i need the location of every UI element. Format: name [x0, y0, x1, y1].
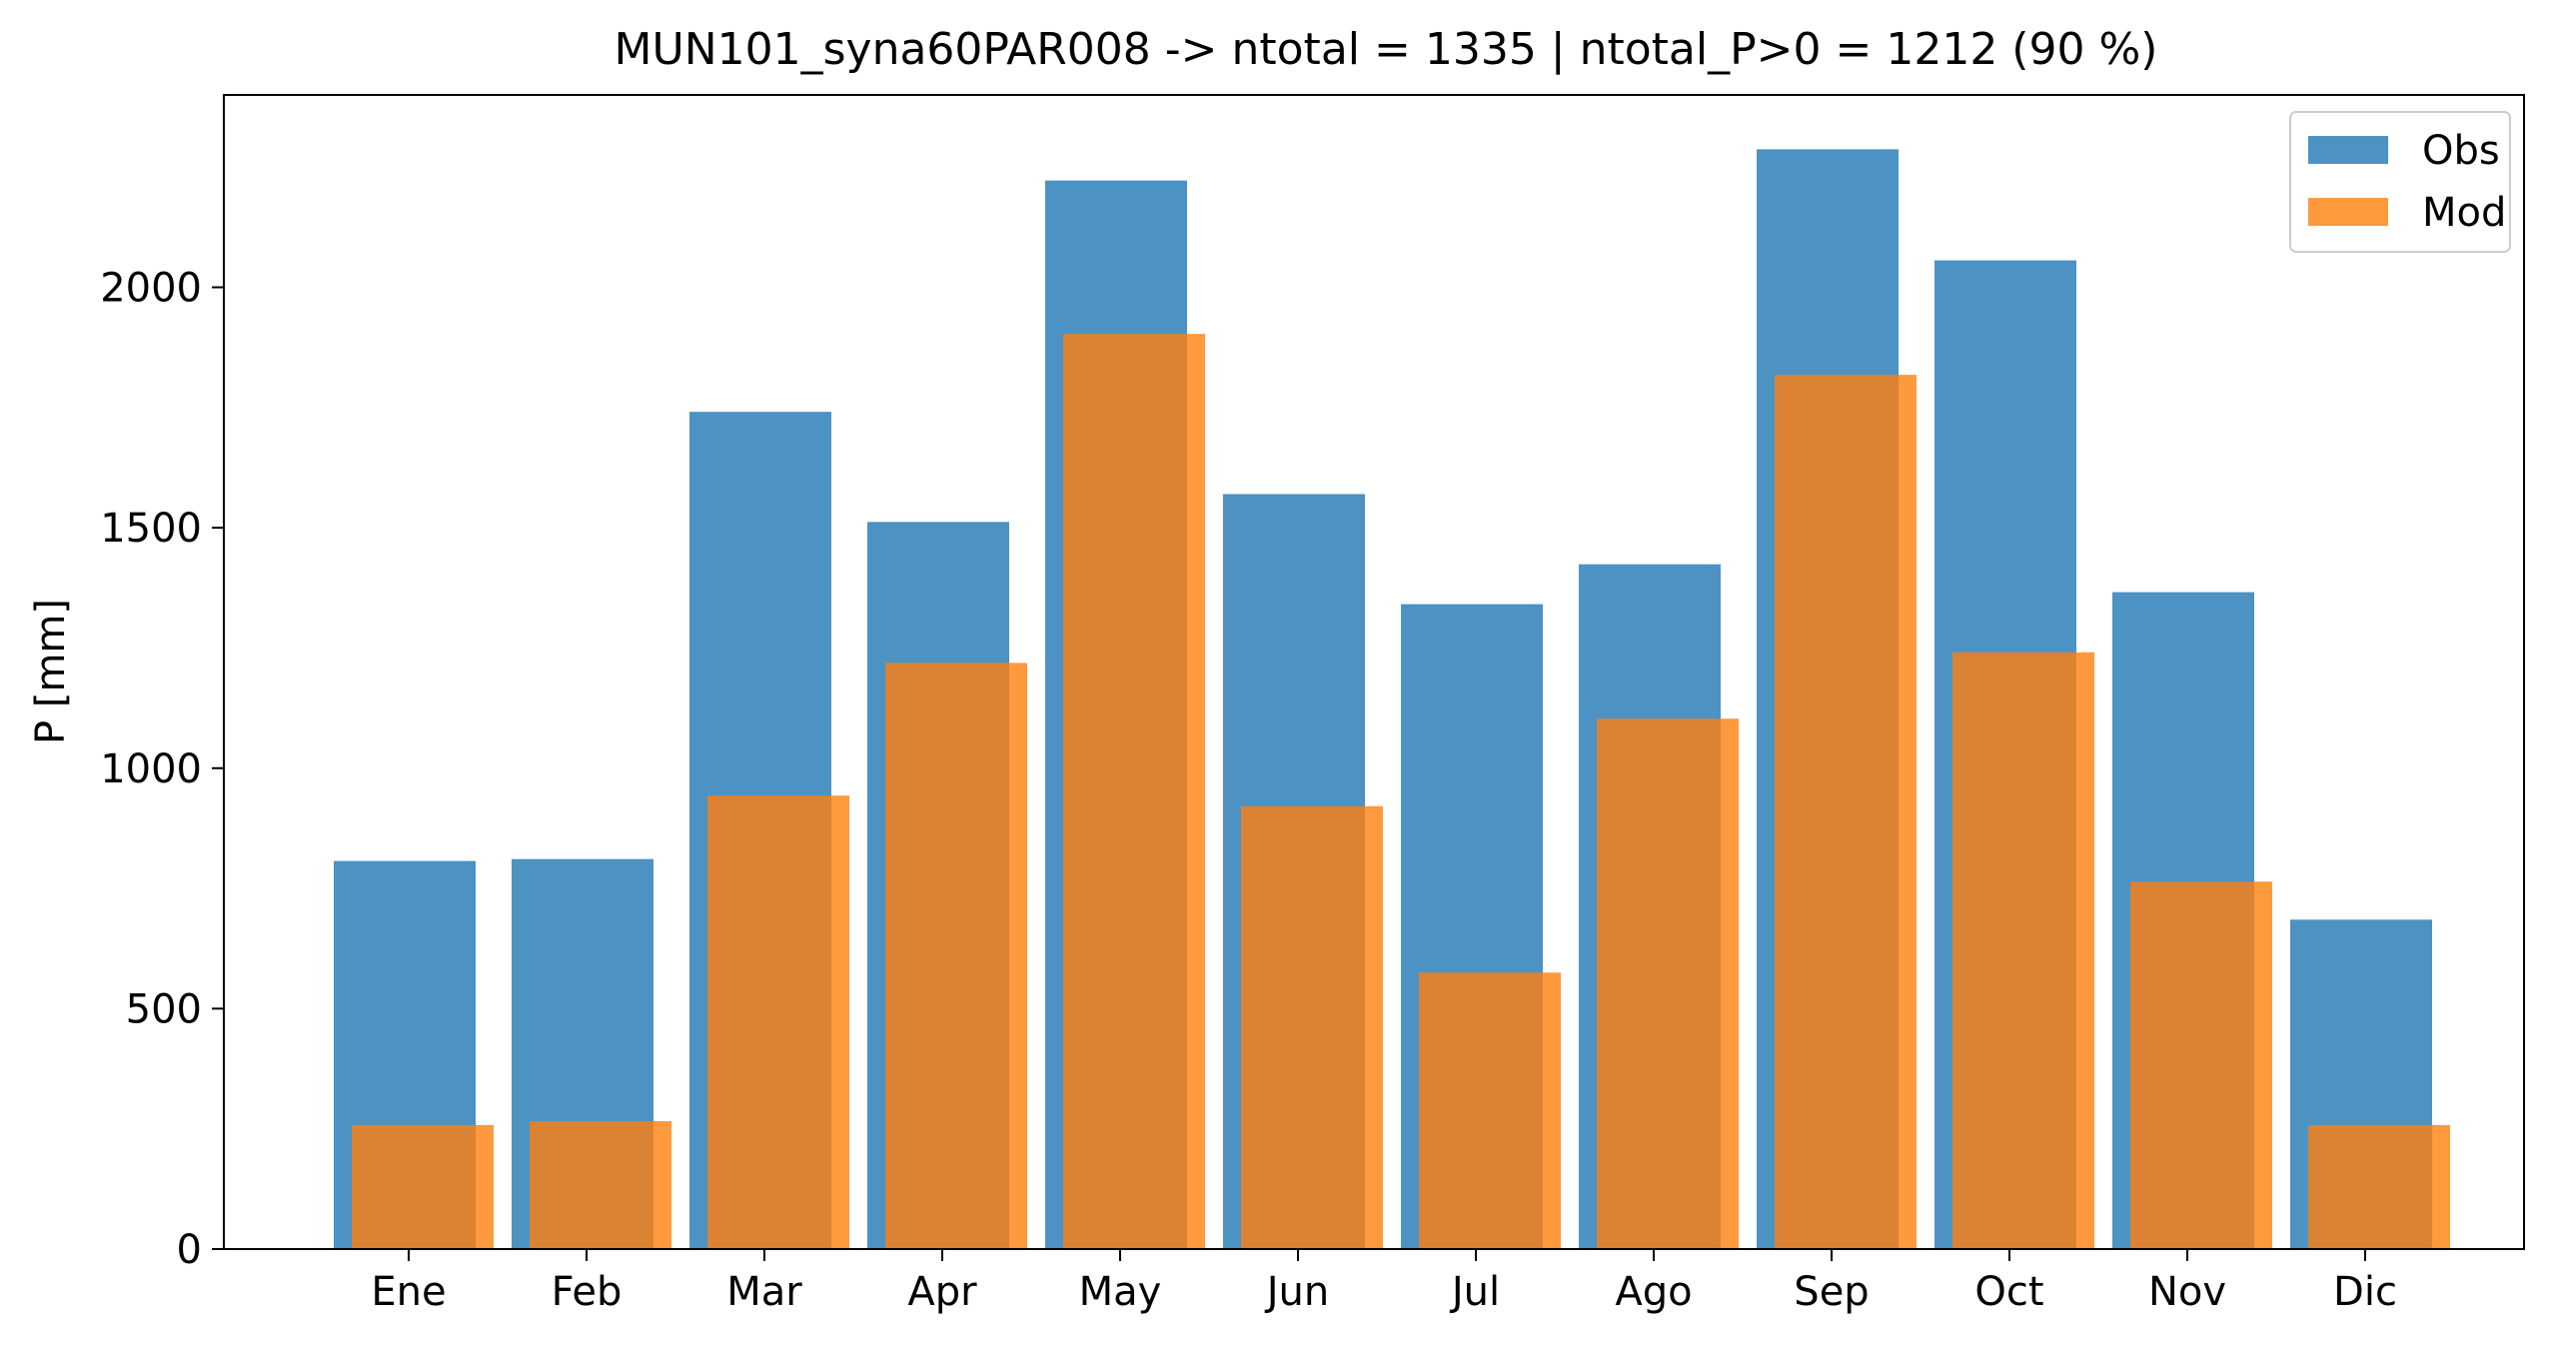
y-axis-label: P [mm]	[28, 599, 74, 744]
x-axis: Ene Feb Mar Apr May Jun Jul Ago Sep Oct Nov Dic	[371, 1249, 2397, 1315]
mod-legend-label: Mod	[2422, 190, 2506, 236]
y-tick-label: 2000	[100, 266, 202, 312]
x-tick-label: Nov	[2148, 1269, 2226, 1315]
x-tick-label: Oct	[1974, 1269, 2043, 1315]
x-tick-label: Jul	[1449, 1269, 1500, 1315]
x-tick-label: Jun	[1264, 1269, 1330, 1315]
x-tick-label: Ago	[1615, 1269, 1692, 1315]
obs-legend-label: Obs	[2422, 128, 2500, 174]
mod-bar-mar	[707, 795, 849, 1249]
x-tick-label: Dic	[2333, 1269, 2397, 1315]
x-tick-label: Apr	[907, 1269, 977, 1315]
x-tick-label: Sep	[1794, 1269, 1869, 1315]
mod-legend-swatch	[2308, 198, 2388, 226]
mod-bar-dic	[2308, 1124, 2450, 1249]
chart-title: MUN101_syna60PAR008 -> ntotal = 1335 | n…	[615, 24, 2158, 75]
mod-series	[352, 334, 2450, 1249]
x-tick-label: Feb	[552, 1269, 623, 1315]
y-tick-label: 0	[177, 1227, 202, 1273]
mod-bar-ene	[352, 1124, 494, 1249]
obs-legend-swatch	[2308, 136, 2388, 164]
mod-bar-nov	[2130, 881, 2272, 1249]
mod-bar-ago	[1597, 718, 1739, 1249]
x-tick-label: Ene	[371, 1269, 446, 1315]
x-tick-label: Mar	[726, 1269, 802, 1315]
mod-bar-oct	[1952, 652, 2094, 1249]
mod-bar-sep	[1775, 375, 1917, 1249]
mod-bar-jul	[1419, 972, 1561, 1249]
y-axis: 0 500 1000 1500 2000	[100, 266, 224, 1273]
x-tick-label: May	[1079, 1269, 1162, 1315]
y-tick-label: 500	[126, 986, 202, 1032]
y-tick-label: 1000	[100, 746, 202, 792]
y-tick-label: 1500	[100, 506, 202, 552]
legend: Obs Mod	[2289, 111, 2511, 253]
mod-bar-may	[1063, 334, 1205, 1249]
mod-bar-apr	[885, 663, 1027, 1249]
mod-bar-feb	[530, 1120, 671, 1249]
plot-frame	[223, 94, 2525, 1250]
mod-bar-jun	[1241, 805, 1383, 1249]
